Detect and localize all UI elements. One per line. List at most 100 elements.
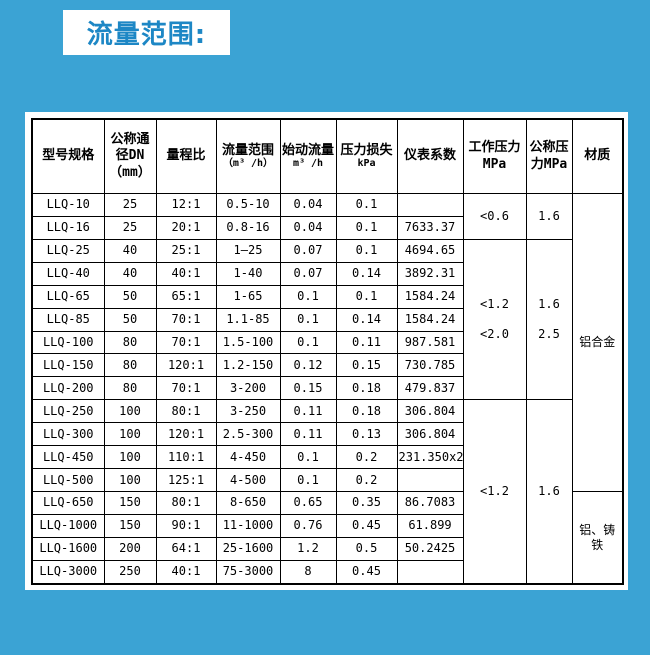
header-pressure-loss-text: 压力损失: [340, 142, 393, 158]
cell-ratio: 80:1: [155, 491, 217, 515]
header-flow-range-unit: （m³ /h）: [222, 157, 274, 169]
header-row: 型号规格 公称通 径DN （mm） 量程比 流量范围 （m³ /h） 始动流量 m³…: [31, 118, 624, 195]
cell-model: LLQ-85: [31, 307, 105, 332]
cell-pressure-loss: 0.1: [335, 284, 398, 309]
header-start-flow-text: 始动流量: [281, 142, 334, 158]
cell-dn: 100: [103, 422, 157, 447]
cell-coefficient: 306.804: [396, 422, 464, 447]
table-row: LLQ-65 50 65:1 1-65 0.1 0.1 1584.24: [31, 284, 623, 309]
cell-coefficient: 4694.65: [396, 238, 464, 263]
cell-ratio: 20:1: [155, 215, 217, 240]
cell-model: LLQ-450: [31, 445, 105, 470]
cell-model: LLQ-100: [31, 330, 105, 355]
cell-pressure-loss: 0.18: [335, 376, 398, 401]
cell-dn: 200: [103, 536, 157, 561]
table-row: LLQ-650 150 80:1 8-650 0.65 0.35 86.7083 铝、铸铁: [31, 491, 624, 585]
cell-model: LLQ-150: [31, 353, 105, 378]
cell-pressure-loss: 0.18: [335, 399, 398, 424]
cell-working-pressure: <0.6: [462, 193, 527, 240]
cell-range: 75-3000: [215, 559, 281, 585]
page-title: 流量范围:: [86, 20, 207, 50]
cell-model: LLQ-250: [31, 399, 105, 424]
cell-pressure-loss: 0.45: [335, 513, 398, 538]
cell-start-flow: 0.1: [279, 445, 337, 470]
cell-coefficient: 86.7083: [396, 491, 464, 515]
cell-coefficient: [396, 559, 464, 585]
cell-ratio: 70:1: [155, 330, 217, 355]
table-row: LLQ-25 40 25:1 1—25 0.07 0.1 4694.65 <1.2 <2.0…: [31, 238, 623, 401]
cell-pressure-loss: 0.15: [335, 353, 398, 378]
cell-nominal-pressure: 1.6: [525, 193, 573, 240]
cell-range: 3-250: [215, 399, 281, 424]
header-working-pressure-text: 工作压力 MPa: [468, 140, 521, 172]
cell-ratio: 125:1: [155, 468, 217, 493]
cell-ratio: 25:1: [155, 238, 217, 263]
cell-dn: 80: [103, 353, 157, 378]
cell-dn: 80: [103, 330, 157, 355]
cell-coefficient: 306.804: [396, 399, 464, 424]
table-row: LLQ-85 50 70:1 1.1-85 0.1 0.14 1584.24: [31, 307, 623, 332]
header-flow-range-text: 流量范围: [221, 142, 274, 158]
cell-start-flow: 1.2: [279, 536, 337, 561]
cell-dn: 40: [103, 238, 157, 263]
cell-start-flow: 8: [279, 559, 337, 585]
cell-range: 1.1-85: [215, 307, 281, 332]
cell-range: 4-450: [215, 445, 281, 470]
cell-dn: 100: [103, 399, 157, 424]
cell-model: LLQ-3000: [31, 559, 105, 585]
cell-dn: 100: [103, 445, 157, 470]
cell-ratio: 120:1: [155, 353, 217, 378]
cell-range: 1-40: [215, 261, 281, 286]
cell-dn: 100: [103, 468, 157, 493]
cell-pressure-loss: 0.11: [335, 330, 398, 355]
cell-start-flow: 0.04: [279, 193, 337, 217]
cell-pressure-loss: 0.45: [335, 559, 398, 585]
header-start-flow: 始动流量 m³ /h: [279, 118, 337, 195]
cell-ratio: 90:1: [155, 513, 217, 538]
cell-range: 1—25: [215, 238, 281, 263]
cell-pressure-loss: 0.5: [335, 536, 398, 561]
cell-ratio: 70:1: [155, 307, 217, 332]
cell-start-flow: 0.15: [279, 376, 337, 401]
cell-ratio: 40:1: [155, 559, 217, 585]
cell-start-flow: 0.65: [279, 491, 337, 515]
cell-start-flow: 0.1: [279, 330, 337, 355]
cell-range: 2.5-300: [215, 422, 281, 447]
header-pressure-loss-unit: kPa: [357, 157, 376, 169]
header-dn: 公称通 径DN （mm）: [103, 118, 157, 195]
table-panel: 型号规格 公称通 径DN （mm） 量程比 流量范围 （m³ /h） 始动流量 m³…: [25, 112, 628, 590]
cell-ratio: 80:1: [155, 399, 217, 424]
cell-coefficient: 1584.24: [396, 307, 464, 332]
cell-dn: 25: [103, 215, 157, 240]
cell-range: 1-65: [215, 284, 281, 309]
cell-ratio: 40:1: [155, 261, 217, 286]
cell-pressure-loss: 0.35: [335, 491, 398, 515]
cell-dn: 50: [103, 307, 157, 332]
cell-pressure-loss: 0.1: [335, 215, 398, 240]
header-flow-range: 流量范围 （m³ /h）: [215, 118, 281, 195]
table-row: LLQ-1000 150 90:1 11-1000 0.76 0.45 61.899: [31, 513, 623, 538]
cell-pressure-loss: 0.2: [335, 468, 398, 493]
cell-working-pressure: <1.2: [462, 399, 527, 585]
cell-coefficient: 730.785: [396, 353, 464, 378]
cell-coefficient: 479.837: [396, 376, 464, 401]
table-row: LLQ-250 100 80:1 3-250 0.11 0.18 306.804 <1.2 …: [31, 399, 623, 585]
cell-coefficient: 50.2425: [396, 536, 464, 561]
cell-nominal-pressure: 1.6 2.5: [525, 238, 573, 401]
cell-model: LLQ-16: [31, 215, 105, 240]
cell-range: 0.5-10: [215, 193, 281, 217]
cell-range: 8-650: [215, 491, 281, 515]
cell-pressure-loss: 0.1: [335, 193, 398, 217]
header-material: 材质: [571, 118, 624, 195]
cell-start-flow: 0.04: [279, 215, 337, 240]
header-dn-text: 公称通 径DN （mm）: [109, 132, 151, 180]
table-row: LLQ-10 25 12:1 0.5-10 0.04 0.1 <0.6 1.6 铝合金: [31, 193, 624, 493]
cell-model: LLQ-1000: [31, 513, 105, 538]
cell-range: 1.5-100: [215, 330, 281, 355]
header-material-text: 材质: [584, 148, 611, 164]
header-meter-coefficient: 仪表系数: [396, 118, 464, 195]
cell-start-flow: 0.11: [279, 422, 337, 447]
cell-model: LLQ-10: [31, 193, 105, 217]
cell-pressure-loss: 0.13: [335, 422, 398, 447]
cell-range: 0.8-16: [215, 215, 281, 240]
